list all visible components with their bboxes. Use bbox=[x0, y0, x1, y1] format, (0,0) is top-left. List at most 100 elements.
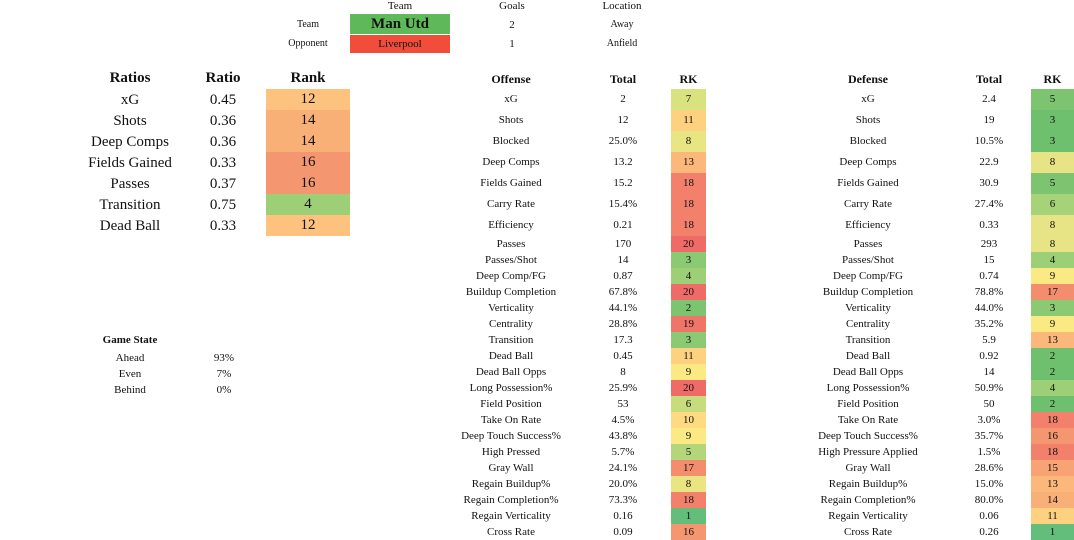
defense-stat-name: Centrality bbox=[846, 318, 890, 330]
ratio-rank: 12 bbox=[266, 89, 350, 110]
defense-stat-rank: 4 bbox=[1031, 380, 1074, 396]
offense-stat-name: Gray Wall bbox=[488, 462, 534, 474]
defense-stat-total: 0.74 bbox=[979, 270, 999, 282]
defense-stat-rank: 8 bbox=[1031, 152, 1074, 173]
offense-stat-name: Passes/Shot bbox=[485, 254, 537, 266]
offense-stat-name: Regain Verticality bbox=[471, 510, 551, 522]
offense-stat-rank: 20 bbox=[671, 380, 706, 396]
offense-stat-name: Take On Rate bbox=[480, 414, 542, 426]
offense-stat-total: 67.8% bbox=[608, 286, 638, 298]
offense-stat-rank: 9 bbox=[671, 364, 706, 380]
offense-stat-total: 25.9% bbox=[608, 382, 638, 394]
offense-stat-total: 28.8% bbox=[608, 318, 638, 330]
defense-stat-name: Take On Rate bbox=[837, 414, 899, 426]
offense-stat-total: 17.3 bbox=[613, 334, 633, 346]
offense-stat-total: 2 bbox=[620, 93, 626, 105]
defense-stat-rank: 2 bbox=[1031, 396, 1074, 412]
defense-stat-name: Field Position bbox=[837, 398, 899, 410]
defense-stat-total: 30.9 bbox=[979, 177, 999, 189]
defense-stat-rank: 15 bbox=[1031, 460, 1074, 476]
defense-stat-rank: 3 bbox=[1031, 110, 1074, 131]
defense-stat-rank: 5 bbox=[1031, 173, 1074, 194]
opponent-name: Liverpool bbox=[350, 35, 450, 53]
ratio-value: 0.33 bbox=[209, 155, 237, 171]
defense-stat-rank: 3 bbox=[1031, 300, 1074, 316]
defense-stat-total: 50.9% bbox=[974, 382, 1004, 394]
defense-stat-total: 0.26 bbox=[979, 526, 999, 538]
defense-stat-rank: 18 bbox=[1031, 412, 1074, 428]
defense-stat-name: Buildup Completion bbox=[822, 286, 914, 298]
defense-stat-total: 50 bbox=[983, 398, 995, 410]
offense-stat-name: Shots bbox=[498, 114, 524, 126]
defense-stat-rank: 2 bbox=[1031, 348, 1074, 364]
offense-stat-name: Field Position bbox=[480, 398, 542, 410]
offense-stat-rank: 7 bbox=[671, 89, 706, 110]
offense-stat-rank: 3 bbox=[671, 252, 706, 268]
offense-stat-name: Deep Comps bbox=[482, 156, 540, 168]
defense-stat-total: 0.92 bbox=[979, 350, 999, 362]
game-state-label: Ahead bbox=[115, 352, 145, 364]
offense-stat-total: 15.4% bbox=[608, 198, 638, 210]
offense-stat-total: 14 bbox=[617, 254, 629, 266]
team-label: Team bbox=[296, 19, 320, 30]
offense-stat-rank: 18 bbox=[671, 492, 706, 508]
defense-stat-total: 0.33 bbox=[979, 219, 999, 231]
offense-stat-total: 12 bbox=[617, 114, 629, 126]
defense-stat-name: Transition bbox=[845, 334, 891, 346]
defense-stat-rank: 18 bbox=[1031, 444, 1074, 460]
ratio-value: 0.33 bbox=[209, 218, 237, 234]
offense-stat-rank: 2 bbox=[671, 300, 706, 316]
ratio-name: Deep Comps bbox=[91, 134, 169, 150]
offense-stat-rank: 4 bbox=[671, 268, 706, 284]
offense-stat-total: 0.21 bbox=[613, 219, 633, 231]
offense-stat-name: Fields Gained bbox=[480, 177, 542, 189]
offense-stat-name: Verticality bbox=[488, 302, 534, 314]
ratio-name: Passes bbox=[110, 176, 150, 192]
defense-stat-rank: 3 bbox=[1031, 131, 1074, 152]
offense-stat-rank: 18 bbox=[671, 194, 706, 215]
defense-stat-rank: 13 bbox=[1031, 332, 1074, 348]
opponent-goals: 1 bbox=[509, 38, 515, 50]
ratio-rank: 12 bbox=[266, 215, 350, 236]
offense-stat-name: Passes bbox=[496, 238, 526, 250]
offense-stat-name: Centrality bbox=[489, 318, 533, 330]
offense-stat-total: 4.5% bbox=[611, 414, 635, 426]
offense-stat-rank: 6 bbox=[671, 396, 706, 412]
defense-stat-rank: 6 bbox=[1031, 194, 1074, 215]
offense-stat-total: 73.3% bbox=[608, 494, 638, 506]
defense-stat-total: 22.9 bbox=[979, 156, 999, 168]
offense-stat-rank: 19 bbox=[671, 316, 706, 332]
offense-stat-name: Dead Ball Opps bbox=[475, 366, 547, 378]
defense-stat-name: Carry Rate bbox=[844, 198, 892, 210]
offense-stat-total: 24.1% bbox=[608, 462, 638, 474]
ratio-name: xG bbox=[120, 92, 140, 108]
offense-stat-name: Carry Rate bbox=[487, 198, 535, 210]
offense-stat-rank: 8 bbox=[671, 131, 706, 152]
defense-stat-name: Verticality bbox=[845, 302, 891, 314]
defense-stat-rank: 13 bbox=[1031, 476, 1074, 492]
defense-stat-total: 1.5% bbox=[977, 446, 1001, 458]
defense-header-total: Total bbox=[975, 72, 1003, 86]
ratio-name: Dead Ball bbox=[99, 218, 161, 234]
offense-stat-name: Efficiency bbox=[488, 219, 534, 231]
offense-stat-total: 0.87 bbox=[613, 270, 633, 282]
defense-stat-name: Deep Touch Success% bbox=[818, 430, 918, 442]
offense-stat-name: Regain Buildup% bbox=[471, 478, 551, 490]
defense-stat-rank: 2 bbox=[1031, 364, 1074, 380]
offense-stat-total: 170 bbox=[614, 238, 632, 250]
defense-stat-total: 28.6% bbox=[974, 462, 1004, 474]
defense-stat-name: Regain Buildup% bbox=[828, 478, 908, 490]
game-state-label: Behind bbox=[114, 384, 146, 396]
offense-stat-total: 0.45 bbox=[613, 350, 633, 362]
offense-stat-total: 8 bbox=[620, 366, 626, 378]
defense-stat-name: Long Possession% bbox=[826, 382, 910, 394]
defense-stat-name: Regain Verticality bbox=[828, 510, 908, 522]
defense-stat-rank: 1 bbox=[1031, 524, 1074, 540]
defense-stat-name: Shots bbox=[855, 114, 881, 126]
offense-stat-rank: 17 bbox=[671, 460, 706, 476]
defense-stat-name: Deep Comp/FG bbox=[833, 270, 903, 282]
defense-stat-rank: 4 bbox=[1031, 252, 1074, 268]
defense-stat-name: Cross Rate bbox=[844, 526, 892, 538]
header-col-location: Location bbox=[602, 0, 642, 12]
game-state-title: Game State bbox=[102, 334, 158, 346]
